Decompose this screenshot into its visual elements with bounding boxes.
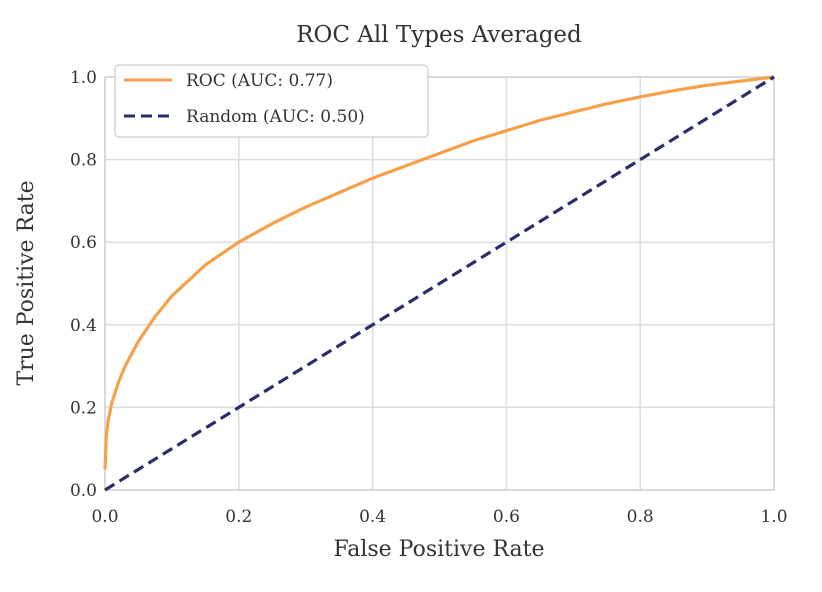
plot-frame xyxy=(104,76,775,491)
y-tick-label: 0.0 xyxy=(70,481,97,501)
x-tick-label: 0.2 xyxy=(225,507,252,527)
random-baseline-line xyxy=(104,75,775,492)
legend: ROC (AUC: 0.77) Random (AUC: 0.50) xyxy=(114,64,429,138)
x-tick-label: 0.8 xyxy=(627,507,654,527)
legend-label-roc: ROC (AUC: 0.77) xyxy=(186,71,333,91)
legend-box xyxy=(114,64,429,138)
y-axis-label: True Positive Rate xyxy=(14,180,39,385)
legend-label-random: Random (AUC: 0.50) xyxy=(186,107,365,127)
y-tick-label: 0.8 xyxy=(70,151,97,171)
x-tick-label: 0.4 xyxy=(359,507,386,527)
y-tick-label: 0.4 xyxy=(70,316,97,336)
y-tick-label: 0.2 xyxy=(70,398,97,418)
y-tick-label: 0.6 xyxy=(70,233,97,253)
chart-title: ROC All Types Averaged xyxy=(296,22,582,48)
x-tick-label: 0.0 xyxy=(91,507,118,527)
x-axis-label: False Positive Rate xyxy=(333,537,544,562)
tick-labels: 0.0 0.2 0.4 0.6 0.8 1.0 0.0 0.2 0.4 0.6 0.8 1.0 xyxy=(70,68,788,527)
x-tick-label: 0.6 xyxy=(493,507,520,527)
series-layer xyxy=(103,75,775,492)
roc-curve-line xyxy=(103,75,775,470)
x-tick-label: 1.0 xyxy=(760,507,787,527)
y-tick-label: 1.0 xyxy=(70,68,97,88)
